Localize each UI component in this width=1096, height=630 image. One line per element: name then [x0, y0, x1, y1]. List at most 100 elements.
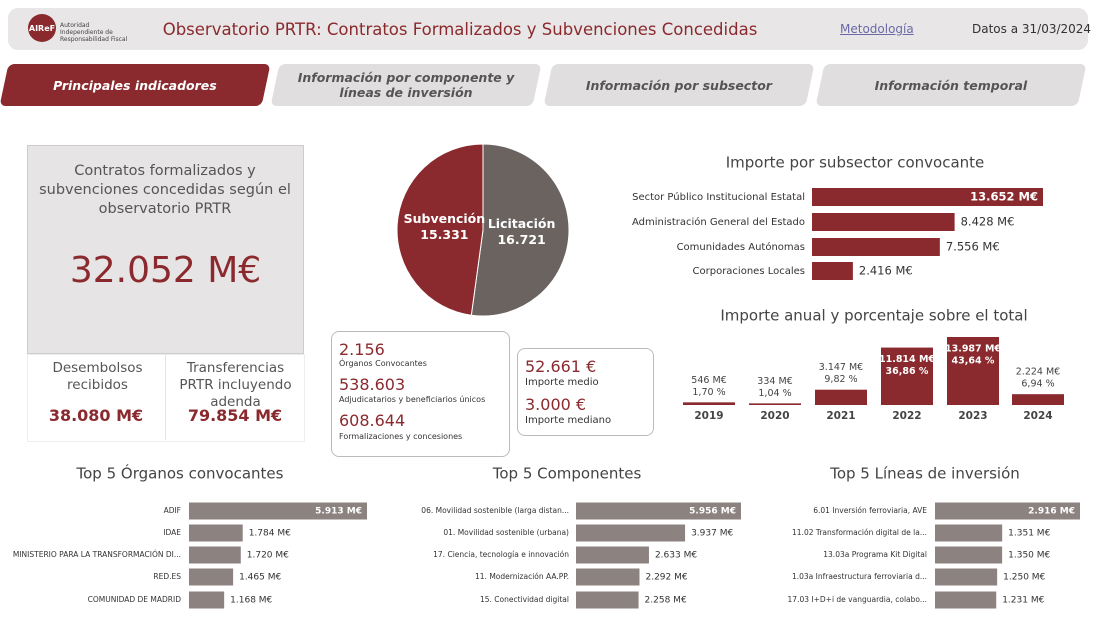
bar-category: Corporaciones Locales: [693, 266, 805, 277]
bar-value: 2.416 M€: [859, 264, 913, 278]
bar-category: 6.01 Inversión ferroviaria, AVE: [813, 506, 927, 515]
stat-label: Formalizaciones y concesiones: [339, 432, 463, 441]
bar-category: RED.ES: [153, 572, 181, 581]
card-label: Desembolsos recibidos: [52, 360, 143, 393]
bar-category: 11.02 Transformación digital de la...: [792, 528, 927, 537]
bar: [947, 337, 999, 405]
kpi-title: Contratos formalizados y subvenciones co…: [39, 163, 291, 217]
bar: [189, 546, 241, 564]
bar-value: 1.351 M€: [1008, 529, 1050, 539]
bar: [815, 389, 867, 405]
divider: [165, 354, 166, 440]
x-tick-label: 2020: [760, 410, 789, 422]
bar: [812, 262, 853, 280]
bar-category: Comunidades Autónomas: [677, 241, 805, 253]
bar: [935, 502, 1080, 520]
x-tick-label: 2019: [694, 410, 723, 422]
bar: [935, 546, 1003, 564]
stat-value: 2.156: [339, 340, 385, 359]
bar: [812, 238, 940, 256]
bar-category: 15. Conectividad digital: [480, 595, 569, 604]
card-label: Transferencias PRTR incluyendo adenda: [179, 360, 292, 410]
bar: [576, 546, 649, 564]
slice-label: Subvención: [404, 211, 486, 226]
kpi-box: [27, 145, 304, 354]
bar-share: 36,86 %: [886, 366, 929, 377]
bar-share: 1,04 %: [758, 388, 791, 399]
chart-title: Importe anual y porcentaje sobre el tota…: [720, 307, 1027, 325]
bar-value: 334 M€: [757, 376, 792, 387]
pie-slice: [396, 143, 484, 316]
bar: [881, 347, 933, 405]
bar-value: 546 M€: [691, 375, 726, 386]
card-value: 38.080 M€: [48, 406, 144, 425]
averages-box: [517, 348, 654, 436]
bar: [1012, 394, 1064, 405]
kpi-cards: [27, 354, 305, 442]
bar-value: 1.465 M€: [239, 573, 281, 583]
page-title: Observatorio PRTR: Contratos Formalizado…: [162, 20, 758, 39]
bar-category: 06. Movilidad sostenible (larga distan..…: [421, 506, 569, 515]
card-value: 79.854 M€: [187, 406, 283, 425]
bar: [189, 591, 225, 609]
bar-value: 3.937 M€: [691, 529, 733, 539]
bar-category: 01. Movilidad sostenible (urbana): [443, 528, 569, 537]
bar-category: 17.03 I+D+i de vanguardia, colabo...: [788, 595, 927, 604]
bar: [576, 524, 686, 542]
bar-share: 9,82 %: [824, 374, 857, 385]
bar-value: 13.987 M€: [945, 344, 1001, 355]
bar-value: 8.428 M€: [961, 215, 1015, 229]
bar: [935, 524, 1003, 542]
bar-category: 11. Modernización AA.PP.: [475, 572, 569, 581]
bar-category: ADIF: [164, 506, 181, 515]
bar: [749, 403, 801, 405]
bar-value: 7.556 M€: [946, 240, 1000, 254]
x-tick-label: 2022: [892, 410, 921, 422]
pie-slice: [470, 143, 570, 317]
bar: [576, 502, 741, 520]
bar-value: 1.250 M€: [1003, 573, 1045, 583]
chart-title: Top 5 Componentes: [492, 465, 642, 483]
logo: AIReF: [28, 14, 56, 42]
stat-label: Órganos Convocantes: [339, 359, 427, 368]
bar-category: 1.03a Infraestructura ferroviaria d...: [792, 572, 927, 581]
bar-category: COMUNIDAD DE MADRID: [88, 595, 182, 604]
bar: [935, 568, 998, 586]
bar-value: 1.350 M€: [1008, 551, 1050, 561]
x-tick-label: 2023: [958, 410, 987, 422]
bar-value: 1.784 M€: [249, 529, 291, 539]
chart-title: Top 5 Líneas de inversión: [829, 465, 1020, 483]
bar-category: Sector Público Institucional Estatal: [632, 191, 805, 203]
chart-title: Importe por subsector convocante: [726, 154, 985, 172]
bar-value: 2.292 M€: [645, 573, 687, 583]
bar-category: IDAE: [163, 528, 181, 537]
slice-value: 16.721: [497, 232, 545, 247]
bar-value: 5.913 M€: [315, 507, 362, 517]
chart-title: Top 5 Órganos convocantes: [76, 464, 284, 483]
bar-category: 13.03a Programa Kit Digital: [823, 550, 927, 559]
logo-text: Autoridad Independiente de Responsabilid…: [60, 22, 128, 43]
bar-category: 17. Ciencia, tecnología e innovación: [433, 550, 569, 559]
bar-value: 1.168 M€: [230, 596, 272, 606]
bar: [812, 213, 955, 231]
bar-category: MINISTERIO PARA LA TRANSFORMACIÓN DI...: [13, 550, 181, 559]
bar-value: 13.652 M€: [970, 190, 1038, 204]
average-label: Importe medio: [525, 377, 599, 388]
average-label: Importe mediano: [525, 415, 612, 426]
bar: [189, 524, 243, 542]
methodology-link[interactable]: Metodología: [840, 22, 914, 36]
bar-value: 1.231 M€: [1002, 596, 1044, 606]
bar-share: 43,64 %: [952, 356, 995, 367]
bar-value: 2.224 M€: [1016, 367, 1060, 378]
x-tick-label: 2021: [826, 410, 855, 422]
bar-share: 6,94 %: [1021, 379, 1054, 390]
bar: [683, 402, 735, 405]
slice-value: 15.331: [420, 227, 468, 242]
bar: [576, 568, 640, 586]
average-value: 52.661 €: [525, 357, 597, 376]
bar-value: 2.916 M€: [1028, 507, 1075, 517]
data-date: Datos a 31/03/2024: [972, 22, 1092, 36]
bar-value: 2.258 M€: [645, 596, 687, 606]
